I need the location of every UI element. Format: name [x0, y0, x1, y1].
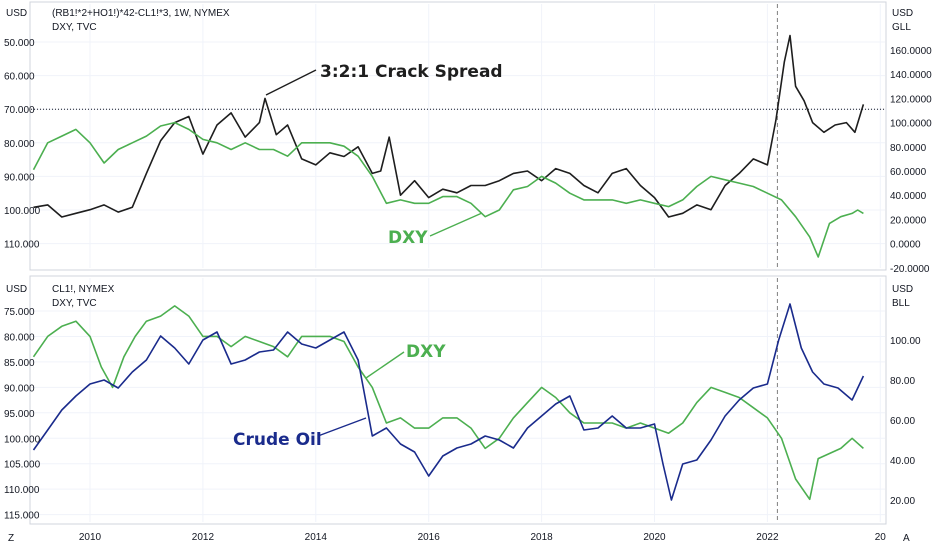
crude-annotation-pointer	[317, 417, 367, 437]
top-dxy-annotation: DXY	[388, 228, 428, 248]
bottom-left-tick-label: 105.000	[4, 460, 41, 471]
bottom-left-tick-label: 100.000	[4, 434, 41, 445]
top-right-unit-b: GLL	[892, 22, 911, 33]
x-tick-label: 2020	[643, 532, 666, 543]
bottom-series-crude-oil	[32, 303, 865, 501]
bottom-left-unit: USD	[6, 284, 27, 295]
series-layer	[32, 34, 865, 501]
x-tick-label: 2022	[756, 532, 779, 543]
bottom-right-tick-label: 60.00	[890, 416, 915, 427]
bottom-right-tick-label: 40.00	[890, 456, 915, 467]
bottom-dxy-annotation-pointer	[365, 351, 405, 379]
x-tick-label: 2012	[192, 532, 215, 543]
grid-layer	[31, 4, 885, 522]
top-left-tick-label: 50.000	[4, 38, 35, 49]
top-dxy-annotation-pointer	[429, 212, 483, 237]
bottom-left-tick-label: 95.000	[4, 409, 35, 420]
bottom-header-line2: DXY, TVC	[52, 298, 97, 309]
x-tick-label: 20	[875, 532, 887, 543]
bottom-pane-border	[29, 275, 887, 525]
crack-annotation-pointer	[265, 69, 317, 96]
top-right-tick-label: 160.0000	[890, 46, 932, 57]
top-right-tick-label: 60.0000	[890, 167, 927, 178]
top-right-tick-label: 40.0000	[890, 191, 927, 202]
top-left-tick-label: 110.000	[4, 240, 40, 251]
bottom-left-tick-label: 90.000	[4, 383, 35, 394]
bottom-left-tick-label: 80.000	[4, 332, 35, 343]
top-left-unit: USD	[6, 8, 27, 19]
bottom-right-unit-a: USD	[892, 284, 913, 295]
bottom-left-tick-label: 115.000	[4, 511, 40, 522]
top-left-tick-label: 60.000	[4, 72, 35, 83]
x-tick-label: 2014	[305, 532, 328, 543]
bottom-dxy-annotation: DXY	[406, 342, 446, 362]
marker-layer	[31, 4, 885, 522]
x-tick-label: 2010	[79, 532, 102, 543]
top-left-tick-label: 80.000	[4, 139, 35, 150]
top-pane-border	[29, 1, 887, 271]
top-series-dxy	[32, 121, 864, 258]
top-right-unit-a: USD	[892, 8, 913, 19]
top-header-line2: DXY, TVC	[52, 22, 97, 33]
top-right-tick-label: 20.0000	[890, 215, 927, 226]
top-right-tick-label: 0.0000	[890, 240, 921, 251]
bottom-series-dxy	[32, 305, 864, 501]
x-tick-label: 2016	[418, 532, 441, 543]
bottom-left-tick-label: 75.000	[4, 307, 35, 318]
top-right-tick-label: 80.0000	[890, 143, 927, 154]
x-tick-label: 2018	[530, 532, 553, 543]
svg-text:Z: Z	[8, 533, 14, 544]
bottom-header-line1: CL1!, NYMEX	[52, 284, 115, 295]
bottom-right-tick-label: 100.00	[890, 336, 921, 347]
top-left-tick-label: 90.000	[4, 172, 35, 183]
bottom-right-tick-label: 80.00	[890, 376, 915, 387]
svg-text:A: A	[903, 533, 910, 544]
top-right-tick-label: 140.0000	[890, 70, 932, 81]
crude-annotation: Crude Oil	[233, 430, 322, 450]
tick-layer: 50.000 60.000 70.000 80.000 90.000 100.000 110…	[4, 38, 932, 543]
bottom-right-tick-label: 20.00	[890, 496, 915, 507]
zoom-reset-icon[interactable]: Z	[8, 533, 14, 544]
bottom-right-unit-b: BLL	[892, 298, 910, 309]
top-right-tick-label: -20.0000	[890, 264, 930, 275]
bottom-left-tick-label: 85.000	[4, 358, 35, 369]
top-left-tick-label: 100.000	[4, 206, 41, 217]
top-right-tick-label: 100.0000	[890, 119, 932, 130]
top-series-3-2-1-crack-spread	[33, 34, 865, 218]
crack-annotation: 3:2:1 Crack Spread	[320, 62, 503, 82]
auto-scale-icon[interactable]: A	[903, 533, 910, 544]
top-left-tick-label: 70.000	[4, 105, 35, 116]
top-header-line1: (RB1!*2+HO1!)*42-CL1!*3, 1W, NYMEX	[52, 8, 230, 19]
bottom-left-tick-label: 110.000	[4, 485, 40, 496]
top-right-tick-label: 120.0000	[890, 94, 932, 105]
